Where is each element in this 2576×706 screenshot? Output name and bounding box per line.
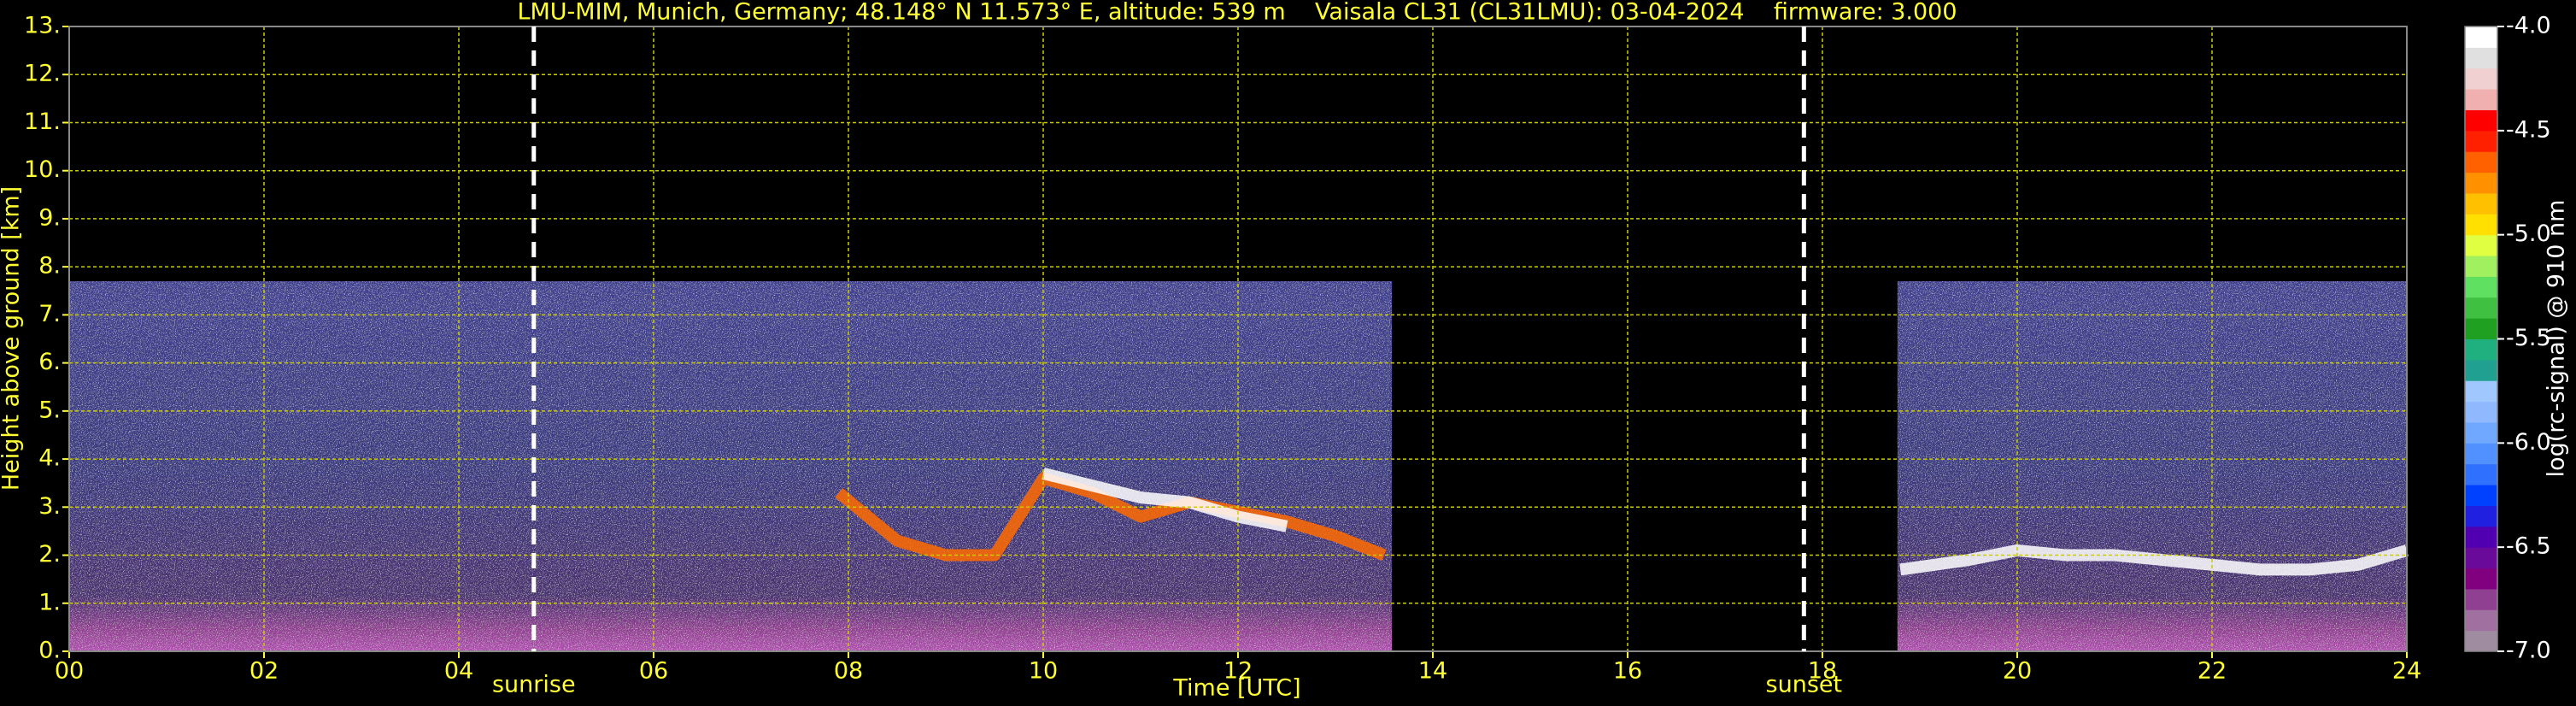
colorbar-band	[2465, 89, 2497, 110]
colorbar-band	[2465, 130, 2497, 152]
y-tick-label: 7.	[38, 301, 61, 327]
colorbar-band	[2465, 26, 2497, 48]
x-tick-label: 08	[834, 658, 863, 685]
colorbar-tick-label: -6.0	[2506, 429, 2551, 456]
colorbar-band	[2465, 421, 2497, 444]
colorbar-band	[2465, 401, 2497, 423]
colorbar-band	[2465, 297, 2497, 319]
x-tick-label: 04	[444, 658, 473, 685]
y-tick-label: 9.	[38, 204, 61, 231]
x-axis-label: Time [UTC]	[1172, 675, 1300, 702]
colorbar-band	[2465, 234, 2497, 256]
y-tick-label: 10.	[24, 156, 61, 183]
y-tick-label: 4.	[38, 445, 61, 472]
x-tick-label: 14	[1418, 658, 1447, 685]
y-tick-label: 2.	[38, 541, 61, 568]
colorbar-band	[2465, 568, 2497, 590]
data-region	[69, 281, 2407, 651]
signal-layer	[835, 472, 1387, 562]
colorbar-tick-label: -6.5	[2506, 533, 2551, 560]
colorbar-band	[2465, 192, 2497, 215]
colorbar-band	[2465, 526, 2497, 548]
colorbar-band	[2465, 588, 2497, 610]
colorbar-tick-label: -4.5	[2506, 116, 2551, 143]
colorbar-band	[2465, 47, 2497, 69]
x-tick-label: 00	[55, 658, 84, 685]
data-segment	[69, 281, 1393, 651]
colorbar-band	[2465, 505, 2497, 527]
x-tick-label: 24	[2392, 658, 2421, 685]
colorbar-band	[2465, 463, 2497, 485]
y-tick-label: 6.	[38, 349, 61, 375]
colorbar-tick-label: -7.0	[2506, 638, 2551, 664]
y-tick-label: 11.	[24, 109, 61, 135]
colorbar-band	[2465, 151, 2497, 174]
colorbar-band	[2465, 630, 2497, 652]
colorbar-band	[2465, 380, 2497, 403]
colorbar-band	[2465, 68, 2497, 90]
x-tick-label: 20	[2003, 658, 2032, 685]
colorbar-band	[2465, 276, 2497, 298]
y-tick-label: 5.	[38, 397, 61, 423]
x-tick-label: 16	[1613, 658, 1642, 685]
colorbar-band	[2465, 214, 2497, 236]
colorbar-tick-label: -4.0	[2506, 13, 2551, 39]
y-tick-label: 8.	[38, 253, 61, 279]
y-tick-label: 12.	[24, 61, 61, 87]
colorbar-band	[2465, 172, 2497, 194]
colorbar-band	[2465, 609, 2497, 632]
colorbar-tick-label: -5.0	[2506, 221, 2551, 247]
colorbar-band	[2465, 338, 2497, 361]
signal-layer	[1042, 468, 1288, 532]
colorbar-band	[2465, 547, 2497, 569]
x-tick-label: 18	[1808, 658, 1837, 685]
x-tick-label: 06	[639, 658, 668, 685]
colorbar-band	[2465, 109, 2497, 132]
data-segment	[1897, 281, 2407, 651]
y-tick-label: 0.	[38, 638, 61, 664]
y-tick-label: 1.	[38, 589, 61, 615]
chart-title: LMU-MIM, Munich, Germany; 48.148° N 11.5…	[517, 0, 1957, 26]
colorbar-band	[2465, 256, 2497, 277]
colorbar-band	[2465, 359, 2497, 381]
y-tick-label: 13.	[24, 13, 61, 39]
plot-frame	[68, 26, 2408, 652]
x-tick-label: 12	[1223, 658, 1253, 685]
x-tick-label: 02	[249, 658, 279, 685]
colorbar-band	[2465, 485, 2497, 506]
colorbar-tick-label: -5.5	[2506, 325, 2551, 351]
marker-label: sunrise	[492, 672, 576, 698]
y-axis-label: Height above ground [km]	[0, 186, 25, 491]
marker-label: sunset	[1766, 672, 1843, 698]
signal-layer	[1899, 544, 2409, 576]
x-tick-label: 10	[1029, 658, 1058, 685]
colorbar-band	[2465, 443, 2497, 465]
x-tick-label: 22	[2198, 658, 2227, 685]
y-tick-label: 3.	[38, 493, 61, 520]
colorbar-band	[2465, 318, 2497, 339]
colorbar-label: log(rc-signal) @ 910 nm	[2544, 200, 2570, 478]
